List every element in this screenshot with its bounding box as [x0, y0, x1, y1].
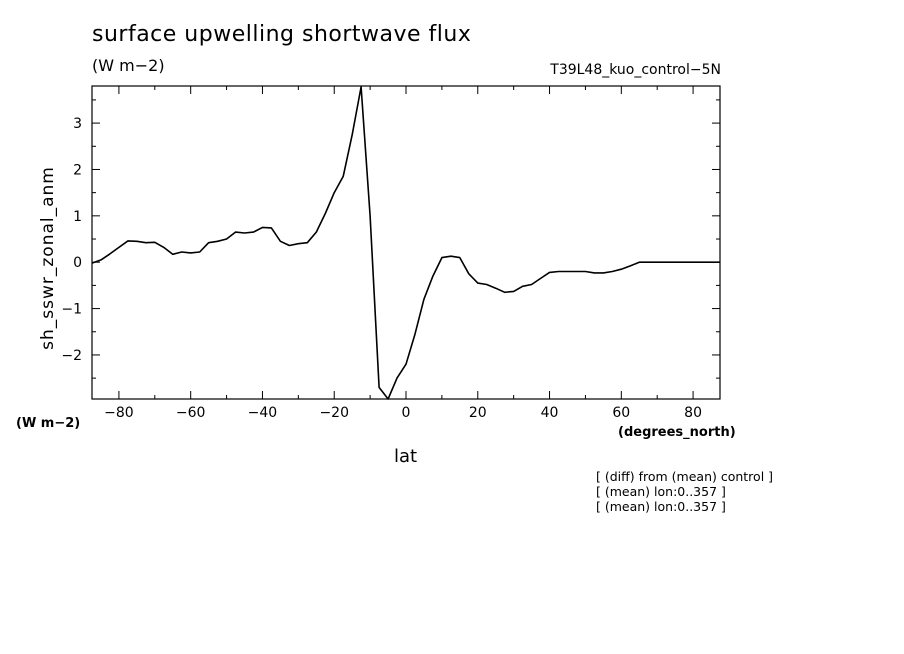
plot-frame — [91, 85, 721, 400]
x-axis-units: (degrees_north) — [618, 425, 736, 440]
x-axis-label: lat — [394, 446, 418, 467]
notes-block: [ (diff) from (mean) control ] [ (mean) … — [596, 469, 773, 514]
x-tick-label: −60 — [176, 405, 206, 421]
x-tick-label: −80 — [104, 405, 134, 421]
series-line — [91, 86, 720, 400]
y-tick-label: 2 — [73, 162, 82, 178]
y-tick-label: 3 — [73, 116, 82, 132]
x-tick-label: 0 — [402, 405, 411, 421]
x-tick-label: −20 — [319, 405, 349, 421]
y-tick-label: 1 — [73, 209, 82, 225]
run-label: T39L48_kuo_control−5N — [550, 62, 721, 78]
y-tick-label: −2 — [61, 348, 82, 364]
x-tick-label: 20 — [469, 405, 487, 421]
y-tick-label: 0 — [73, 255, 82, 271]
axis-tick-labels: −80 −60 −40 −20 0 20 40 60 80 3 2 1 0 −1 −2 — [61, 116, 702, 421]
chart-title: surface upwelling shortwave flux — [92, 22, 472, 47]
y-tick-label: −1 — [61, 302, 82, 318]
note-line: [ (diff) from (mean) control ] — [596, 469, 774, 484]
x-tick-label: 80 — [684, 405, 702, 421]
x-tick-label: 60 — [612, 405, 630, 421]
axis-ticks — [92, 86, 720, 399]
x-tick-label: 40 — [541, 405, 559, 421]
units-label-left: (W m−2) — [16, 416, 81, 431]
note-line: [ (mean) lon:0..357 ] — [596, 484, 726, 499]
x-tick-label: −40 — [248, 405, 278, 421]
units-label-top: (W m−2) — [92, 56, 165, 75]
note-line: [ (mean) lon:0..357 ] — [596, 499, 726, 514]
